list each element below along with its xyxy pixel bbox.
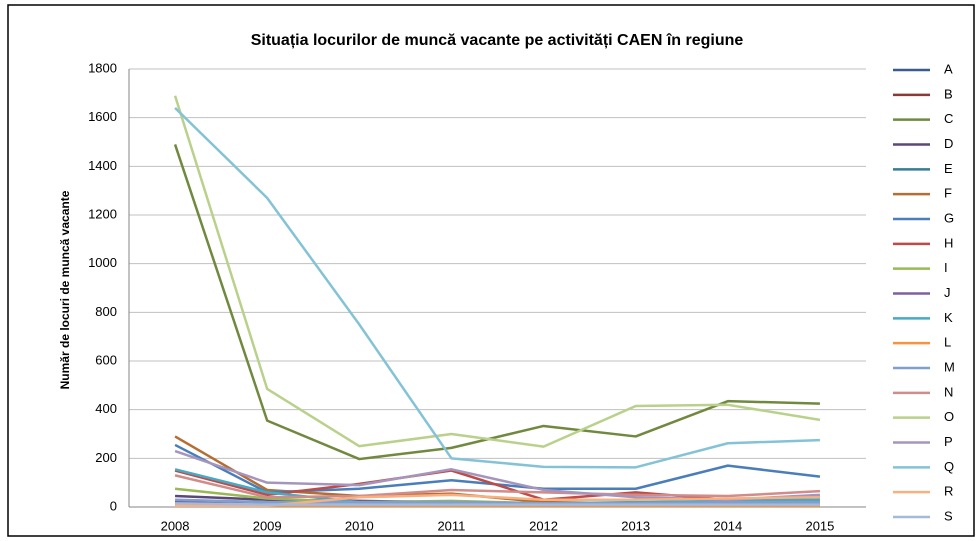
series-line bbox=[173, 144, 820, 461]
x-tick-label: 2014 bbox=[713, 518, 742, 533]
y-tick-label: 600 bbox=[95, 352, 117, 367]
x-tick-label: 2010 bbox=[345, 518, 374, 533]
series-line bbox=[174, 107, 820, 469]
legend-label: E bbox=[944, 161, 953, 176]
y-tick-label: 0 bbox=[110, 498, 117, 513]
y-tick-label: 1400 bbox=[88, 158, 117, 173]
series-line bbox=[174, 474, 821, 499]
y-tick-label: 1200 bbox=[88, 206, 117, 221]
legend-label: D bbox=[944, 136, 953, 151]
x-tick-label: 2011 bbox=[437, 518, 465, 533]
legend-label: A bbox=[944, 61, 953, 76]
legend-label: I bbox=[944, 260, 948, 275]
y-tick-label: 1600 bbox=[88, 109, 117, 124]
legend-label: C bbox=[944, 111, 953, 126]
x-tick-label: 2012 bbox=[529, 518, 558, 533]
x-tick-label: 2013 bbox=[621, 518, 650, 533]
legend-label: Q bbox=[944, 459, 954, 474]
legend-label: B bbox=[944, 86, 953, 101]
legend-label: K bbox=[944, 310, 953, 325]
legend-label: G bbox=[944, 210, 954, 225]
y-tick-label: 1800 bbox=[88, 60, 117, 75]
chart-title: Situația locurilor de muncă vacante pe a… bbox=[251, 32, 744, 49]
legend-label: R bbox=[944, 484, 953, 499]
y-tick-label: 400 bbox=[95, 401, 117, 416]
x-tick-label: 2009 bbox=[253, 518, 282, 533]
x-tick-label: 2008 bbox=[161, 518, 190, 533]
legend-label: N bbox=[944, 384, 953, 399]
y-tick-label: 200 bbox=[95, 450, 117, 465]
legend-label: M bbox=[944, 359, 955, 374]
legend-label: O bbox=[944, 409, 954, 424]
legend-label: P bbox=[944, 434, 953, 449]
y-tick-label: 800 bbox=[95, 304, 117, 319]
y-tick-label: 1000 bbox=[88, 255, 117, 270]
legend-label: H bbox=[944, 235, 953, 250]
legend-label: L bbox=[944, 335, 951, 350]
series-line bbox=[173, 95, 821, 448]
x-tick-label: 2015 bbox=[805, 518, 834, 533]
y-axis-label: Număr de locuri de muncă vacante bbox=[58, 190, 72, 389]
legend-label: J bbox=[944, 285, 951, 300]
series-line bbox=[175, 498, 820, 505]
legend-label: F bbox=[944, 186, 952, 201]
chart-frame bbox=[7, 4, 975, 537]
series-line bbox=[175, 502, 820, 506]
legend-label: S bbox=[944, 508, 953, 523]
